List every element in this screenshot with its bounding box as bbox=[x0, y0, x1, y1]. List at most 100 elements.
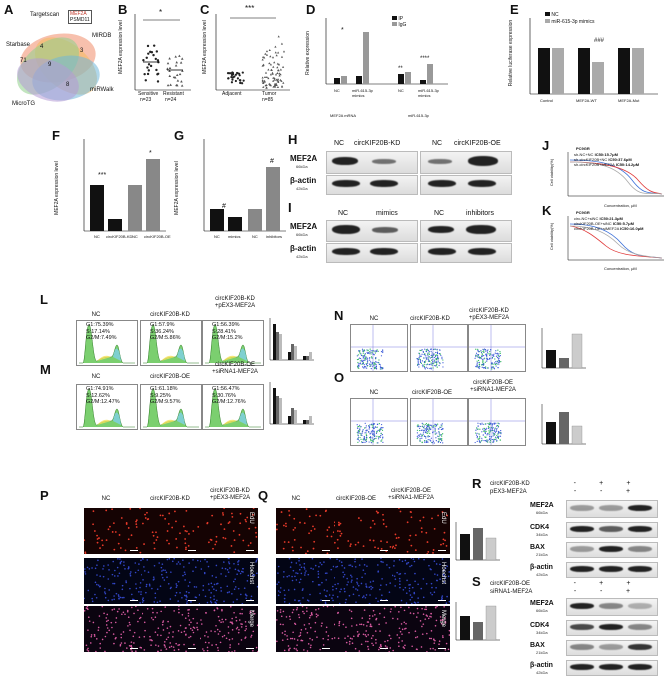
facs-stat: S:30.76% bbox=[212, 392, 236, 399]
facs-stat: G2/M:7.49% bbox=[86, 335, 117, 341]
wb-band bbox=[628, 566, 652, 572]
microscopy-image bbox=[334, 606, 392, 652]
wb-band bbox=[599, 603, 623, 609]
wb-row-label: BAX bbox=[530, 642, 545, 649]
legend-item: sh-circKIF20B+MEF2A IC50:14.2μM bbox=[574, 162, 640, 167]
facs-stat: G2/M:5.86% bbox=[150, 335, 181, 341]
n-title-3: circKIF20B-KD +pEX3-MEF2A bbox=[468, 308, 510, 321]
wb-row-kda: 34kDa bbox=[536, 630, 548, 635]
wb-row-kda: 34kDa bbox=[536, 532, 548, 537]
q-title-1: NC bbox=[291, 496, 301, 502]
chart-g-ylabel: MEF2A expression level bbox=[173, 161, 180, 215]
microscopy-image bbox=[276, 558, 334, 604]
panel-label-f: F bbox=[52, 128, 60, 143]
chart-d-x3: NC bbox=[398, 88, 404, 93]
chart-d-sig: * bbox=[341, 27, 344, 34]
wb-band bbox=[599, 526, 623, 532]
facs-dotplot bbox=[410, 324, 468, 372]
chart-k-curves bbox=[567, 216, 664, 261]
facs-stat: S:36.24% bbox=[150, 328, 174, 335]
wb-band bbox=[428, 226, 454, 233]
m-title-3: circKIF20B-OE +siRNA1-MEF2A bbox=[212, 362, 258, 375]
o-title-3: circKIF20B-OE +siRNA1-MEF2A bbox=[470, 380, 516, 393]
wb-band bbox=[332, 180, 360, 187]
microscopy-image bbox=[392, 508, 450, 554]
wb-band bbox=[628, 505, 652, 511]
chart-e-x1: Control bbox=[540, 98, 553, 103]
wb-r-conds: circKIF20B-KD pEX3-MEF2A bbox=[490, 480, 530, 496]
facs-stat: G1:56.39% bbox=[212, 322, 240, 328]
cell-cycle-bar-chart bbox=[266, 380, 316, 430]
chart-f-x: circKIF20B-KD bbox=[106, 234, 133, 239]
wb-band bbox=[570, 505, 594, 511]
chart-j-ylabel: Cell viability(%) bbox=[549, 158, 555, 187]
panel-label-s: S bbox=[472, 574, 481, 589]
wb-i-lane-nc: NC bbox=[338, 210, 349, 217]
wb-h-lane-kd: circKIF20B-KD bbox=[354, 140, 401, 147]
wb-h-lane-nc2: NC bbox=[432, 140, 443, 147]
wb-s-conds: circKIF20B-OE siRNA1-MEF2A bbox=[490, 580, 532, 596]
wb-band bbox=[599, 664, 623, 670]
wb-band bbox=[570, 566, 594, 572]
wb-h-lane-oe: circKIF20B-OE bbox=[454, 140, 501, 147]
wb-h-lane-nc: NC bbox=[334, 140, 345, 147]
panel-label-l: L bbox=[40, 292, 48, 307]
wb-h-row-label: β-actin bbox=[290, 176, 317, 185]
chart-b-xlabel-2: Resistant bbox=[163, 91, 184, 97]
wb-s-cond: circKIF20B-OE bbox=[490, 581, 531, 587]
chart-q-bars-hoechst bbox=[455, 602, 500, 641]
venn-diagram bbox=[17, 33, 100, 102]
wb-band bbox=[370, 180, 398, 187]
wb-i-row-kda: 66kDa bbox=[296, 232, 308, 237]
chart-d-sig: **** bbox=[420, 56, 430, 62]
facs-histogram bbox=[140, 320, 202, 366]
microscopy-row-label: Merge bbox=[440, 610, 446, 628]
microscopy-image bbox=[142, 508, 200, 554]
facs-stat: G1:74.91% bbox=[86, 386, 114, 392]
chart-c-xlabel-2: Tumor bbox=[262, 91, 277, 97]
chart-j-title: PC9GR bbox=[576, 146, 590, 151]
legend-item: sh-circKIF20B+NC IC50:37.6μM bbox=[574, 157, 632, 162]
wb-i-lane-mimics: mimics bbox=[376, 210, 398, 217]
legend-igg: IgG bbox=[398, 22, 407, 28]
chart-d-xgroup-1: MEF2A mRNA bbox=[330, 113, 357, 118]
chart-k-xlabel: Concentration, μM bbox=[604, 266, 637, 271]
wb-row-kda: 21kDa bbox=[536, 650, 548, 655]
venn-label-targetscan: Targetscan bbox=[30, 12, 60, 18]
microscopy-image bbox=[334, 508, 392, 554]
chart-b-scatter bbox=[134, 14, 191, 91]
wb-band bbox=[370, 248, 398, 255]
m-title-2: circKIF20B-OE bbox=[149, 374, 190, 380]
wb-band bbox=[570, 603, 594, 609]
facs-histogram bbox=[202, 384, 264, 430]
chart-b-xlabel-1: Sensitive bbox=[138, 91, 159, 97]
wb-i-row-label: MEF2A bbox=[290, 222, 318, 231]
chart-d-bars bbox=[325, 18, 448, 85]
microscopy-row-label: Hoechst bbox=[248, 562, 254, 585]
chart-b-n1: n=23 bbox=[140, 97, 152, 103]
microscopy-image bbox=[392, 558, 450, 604]
panel-label-e: E bbox=[510, 2, 519, 17]
venn-label-microtg: MicroTG bbox=[12, 101, 35, 107]
wb-s-cond: siRNA1-MEF2A bbox=[490, 589, 533, 595]
wb-h-row-kda: 42kDa bbox=[296, 186, 308, 191]
microscopy-image bbox=[200, 606, 258, 652]
q-title-3: circKIF20B-OE +siRNA1-MEF2A bbox=[388, 488, 434, 501]
wb-band bbox=[628, 664, 652, 670]
chart-j-legend: sh-NC+NC IC50:15.7μM sh-circKIF20B+NC IC… bbox=[574, 152, 639, 167]
microscopy-image bbox=[392, 606, 450, 652]
venn-label-mirwalk: miRWalk bbox=[90, 87, 114, 93]
p-title-2: circKIF20B-KD bbox=[150, 496, 190, 502]
p-title-3: circKIF20B-KD +pEX3-MEF2A bbox=[209, 488, 251, 501]
wb-band bbox=[468, 156, 498, 166]
chart-f-sig: *** bbox=[98, 172, 107, 179]
facs-stat: G2/M:9.57% bbox=[150, 399, 181, 405]
venn-count: 9 bbox=[48, 62, 52, 68]
wb-row-kda: 66kDa bbox=[536, 510, 548, 515]
panel-label-b: B bbox=[118, 2, 128, 17]
chart-k-legend: circ-NC+siNC IC50:21.3μM circKIF20B-OE+s… bbox=[574, 216, 644, 231]
microscopy-image bbox=[200, 558, 258, 604]
chart-c-n: n=85 bbox=[262, 97, 274, 103]
facs-stats: G1:56.39% S:28.41% G2/M:15.2% bbox=[212, 322, 243, 342]
callout-mef2a: MEF2A bbox=[70, 11, 87, 17]
